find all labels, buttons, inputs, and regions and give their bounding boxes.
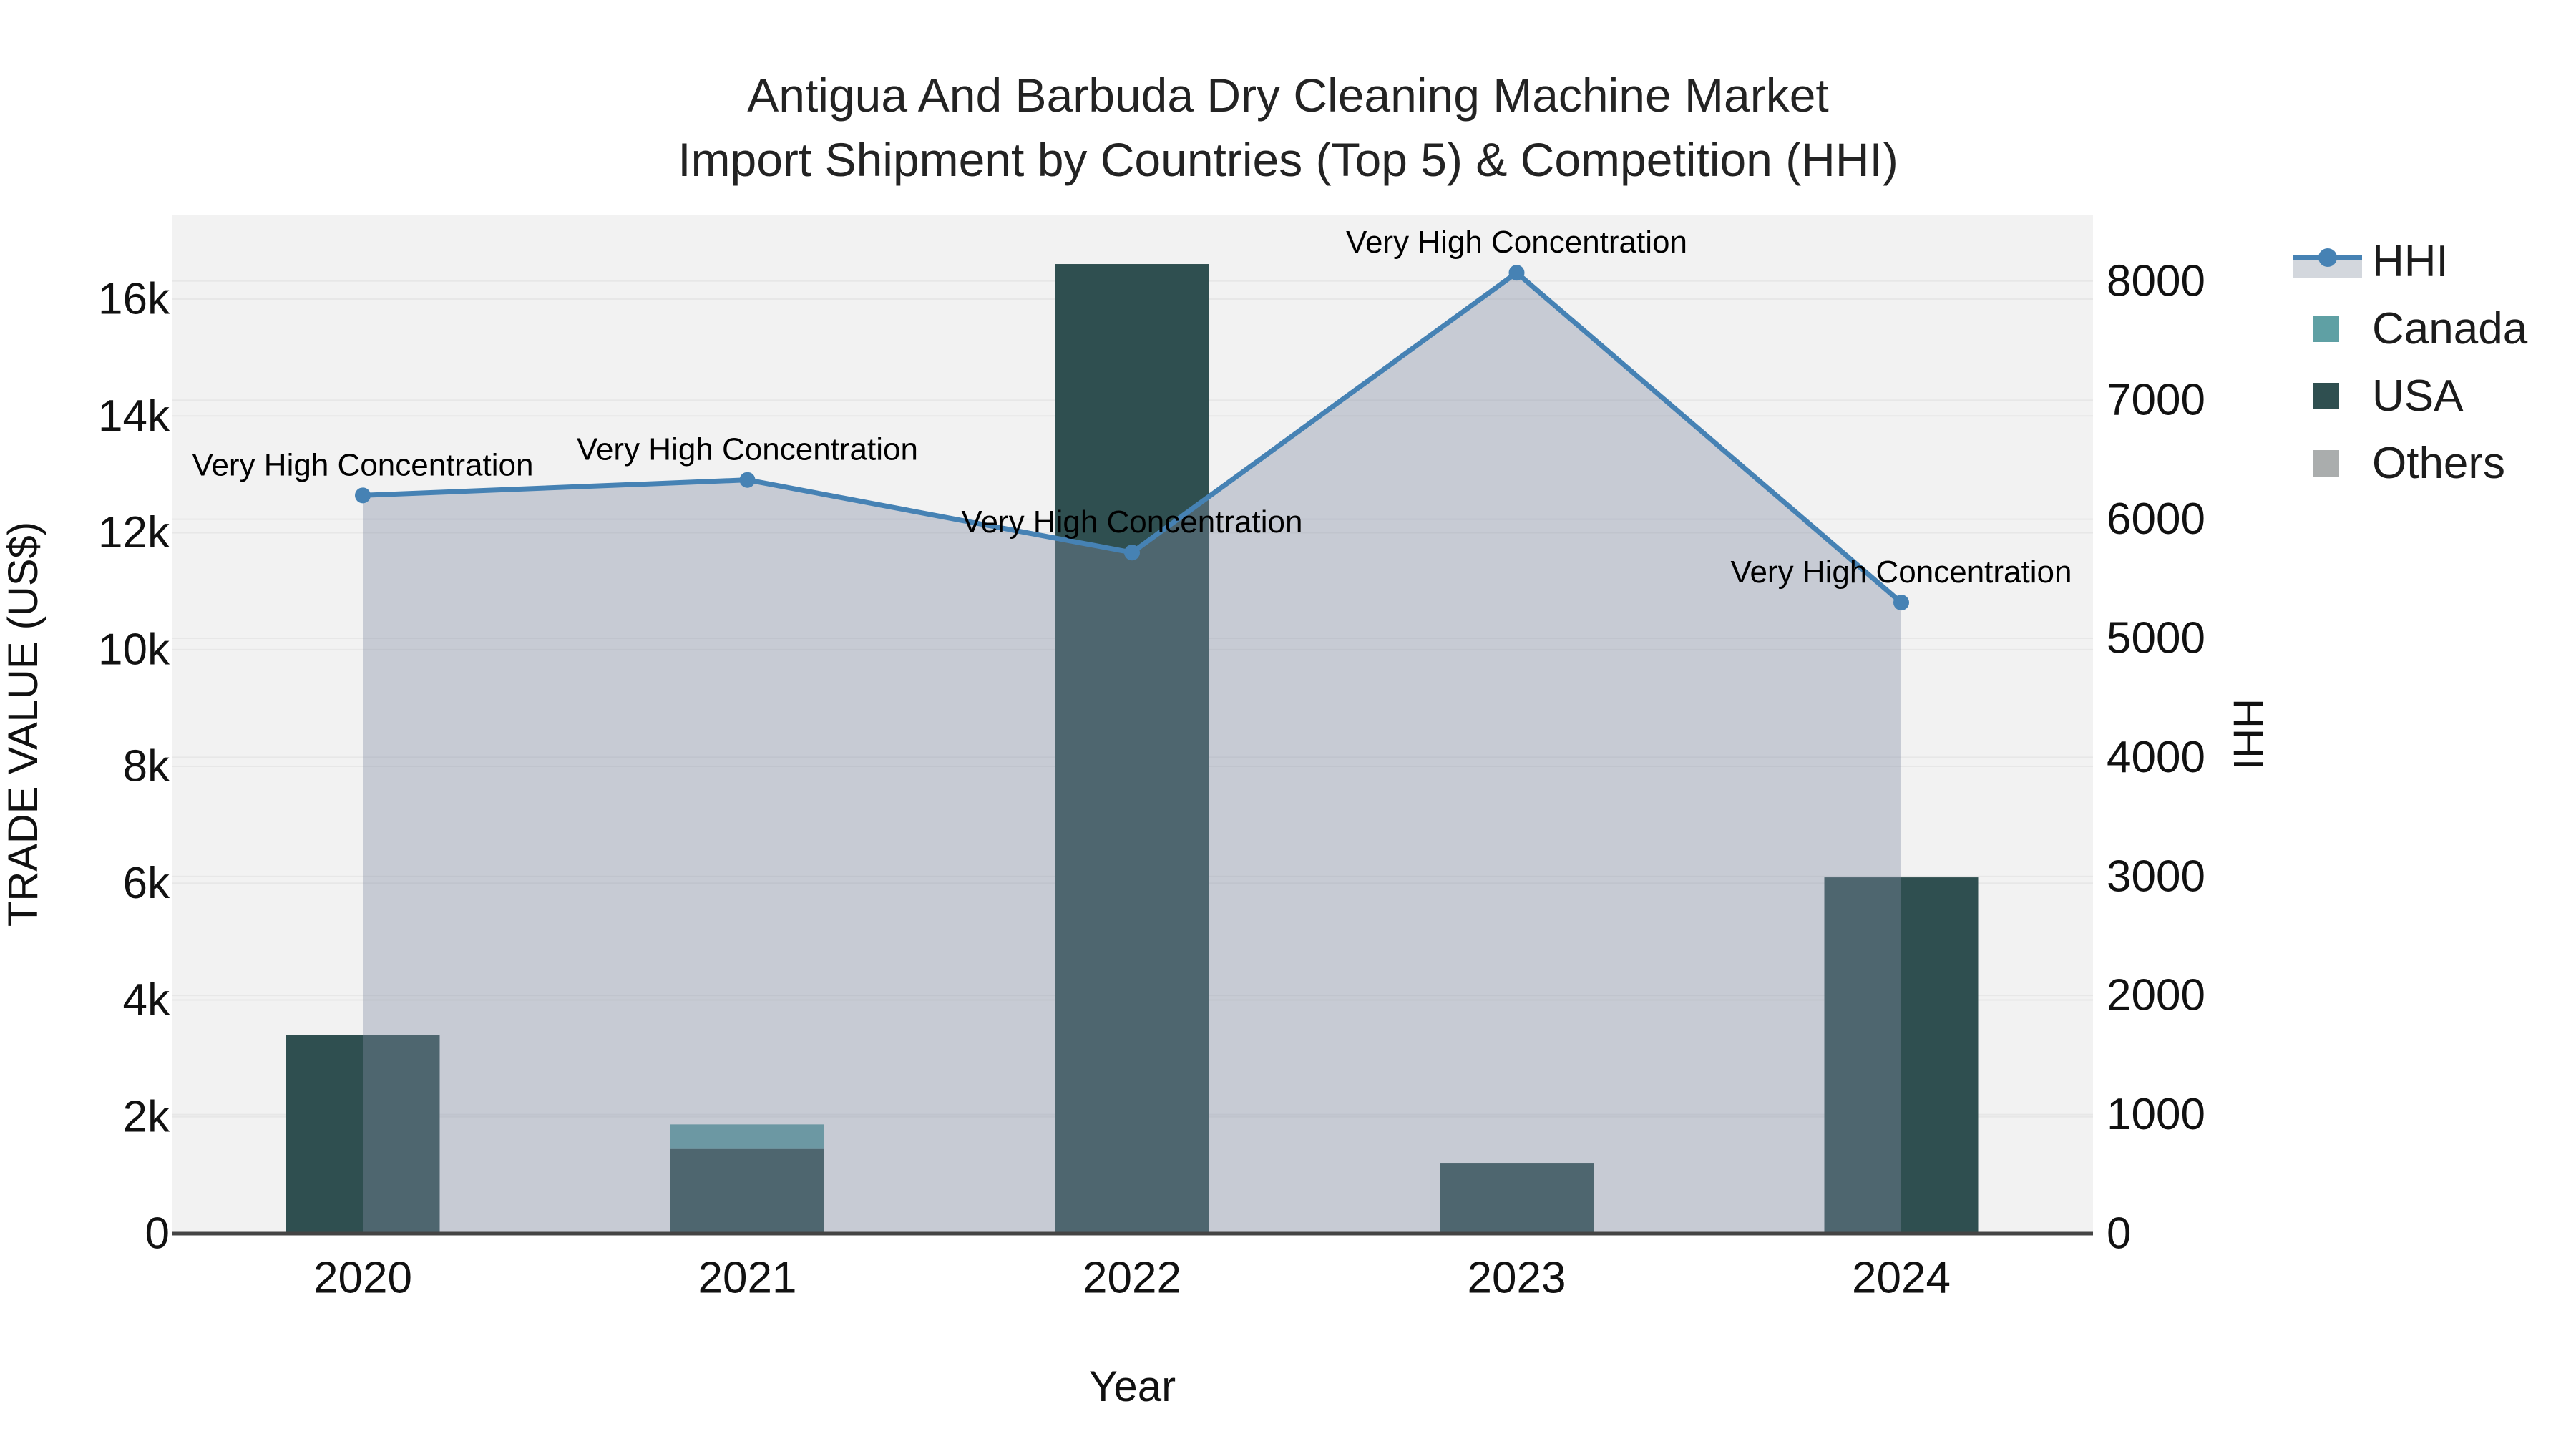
bar-usa-2024[interactable]: [1824, 877, 1979, 1234]
x-tick-2022: 2022: [1083, 1254, 1181, 1303]
y-right-tick-4000: 4000: [2107, 733, 2205, 782]
y-right-tick-0: 0: [2107, 1209, 2131, 1259]
legend-item-others[interactable]: Others: [2292, 429, 2527, 497]
annotation-2022: Very High Concentration: [962, 504, 1303, 540]
x-tick-2024: 2024: [1852, 1254, 1951, 1303]
bar-usa-2020[interactable]: [286, 1035, 440, 1234]
chart-title-line-1: Antigua And Barbuda Dry Cleaning Machine…: [747, 69, 1829, 122]
y-left-tick-14k: 14k: [98, 391, 170, 441]
y-left-tick-8k: 8k: [123, 742, 170, 791]
y-left-tick-4k: 4k: [123, 975, 170, 1025]
chart-title: Antigua And Barbuda Dry Cleaning Machine…: [0, 63, 2576, 192]
canada-swatch-icon: [2292, 315, 2372, 342]
hhi-area-fill: [363, 273, 1901, 1234]
annotation-2021: Very High Concentration: [577, 432, 918, 467]
x-tick-2021: 2021: [698, 1254, 797, 1303]
y-right-tick-6000: 6000: [2107, 494, 2205, 544]
hhi-marker-2021[interactable]: [739, 472, 756, 488]
y-right-tick-1000: 1000: [2107, 1090, 2205, 1139]
y-left-tick-0: 0: [145, 1209, 170, 1259]
x-tick-2020: 2020: [313, 1254, 412, 1303]
y-left-tick-10k: 10k: [98, 625, 170, 674]
hhi-marker-2022[interactable]: [1124, 545, 1140, 561]
y-right-tick-8000: 8000: [2107, 256, 2205, 306]
y-left-tick-16k: 16k: [98, 275, 170, 324]
hhi-marker-2024[interactable]: [1893, 595, 1909, 611]
annotation-2024: Very High Concentration: [1731, 555, 2072, 590]
y-left-axis-title: TRADE VALUE (US$): [0, 522, 47, 927]
legend-item-usa[interactable]: USA: [2292, 362, 2527, 429]
others-swatch-icon: [2292, 449, 2372, 477]
bar-canada-2021[interactable]: [670, 1124, 824, 1149]
legend-label-usa: USA: [2372, 371, 2464, 421]
legend-label-others: Others: [2372, 438, 2506, 488]
x-axis-title: Year: [1089, 1362, 1176, 1410]
chart-title-line-2: Import Shipment by Countries (Top 5) & C…: [678, 133, 1898, 186]
y-right-tick-3000: 3000: [2107, 852, 2205, 901]
y-left-tick-6k: 6k: [123, 859, 170, 908]
legend-label-canada: Canada: [2372, 303, 2528, 353]
legend: HHI Canada USA Others: [2292, 228, 2527, 497]
bar-usa-2023[interactable]: [1440, 1163, 1594, 1234]
y-left-tick-2k: 2k: [123, 1092, 170, 1141]
y-right-tick-5000: 5000: [2107, 614, 2205, 663]
annotation-2020: Very High Concentration: [192, 447, 534, 482]
y-right-tick-2000: 2000: [2107, 971, 2205, 1020]
bar-usa-2022[interactable]: [1055, 264, 1209, 1234]
bar-usa-2021[interactable]: [670, 1148, 824, 1234]
hhi-line-sample-icon: [2292, 240, 2372, 283]
legend-item-hhi[interactable]: HHI: [2292, 228, 2527, 295]
usa-swatch-icon: [2292, 382, 2372, 409]
legend-item-canada[interactable]: Canada: [2292, 295, 2527, 362]
hhi-marker-2020[interactable]: [355, 487, 371, 504]
y-left-tick-12k: 12k: [98, 508, 170, 557]
y-right-tick-7000: 7000: [2107, 376, 2205, 425]
y-right-axis-title: HHI: [2225, 698, 2271, 770]
annotation-2023: Very High Concentration: [1346, 225, 1687, 260]
x-tick-2023: 2023: [1468, 1254, 1566, 1303]
legend-label-hhi: HHI: [2372, 236, 2449, 286]
hhi-marker-2023[interactable]: [1508, 265, 1525, 281]
